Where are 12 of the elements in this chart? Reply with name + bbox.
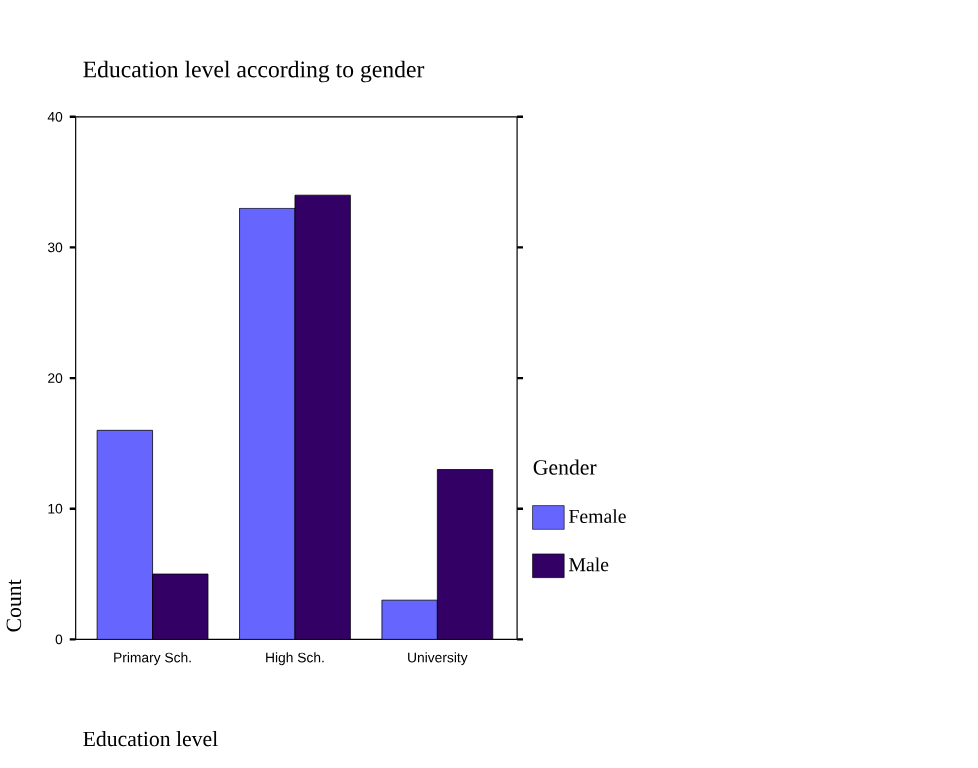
bar (436, 469, 494, 640)
bar (97, 430, 153, 640)
chart-title: Education level according to gender (83, 60, 425, 83)
legend-label: Male (569, 557, 609, 572)
x-axis-title: Education level (83, 731, 218, 747)
bar (294, 195, 351, 640)
legend-label: Female (569, 509, 626, 524)
bar (152, 574, 208, 640)
bar (239, 208, 295, 640)
y-axis-title: Count (6, 579, 22, 632)
legend-title: Gender (533, 459, 597, 475)
bar (381, 599, 438, 640)
